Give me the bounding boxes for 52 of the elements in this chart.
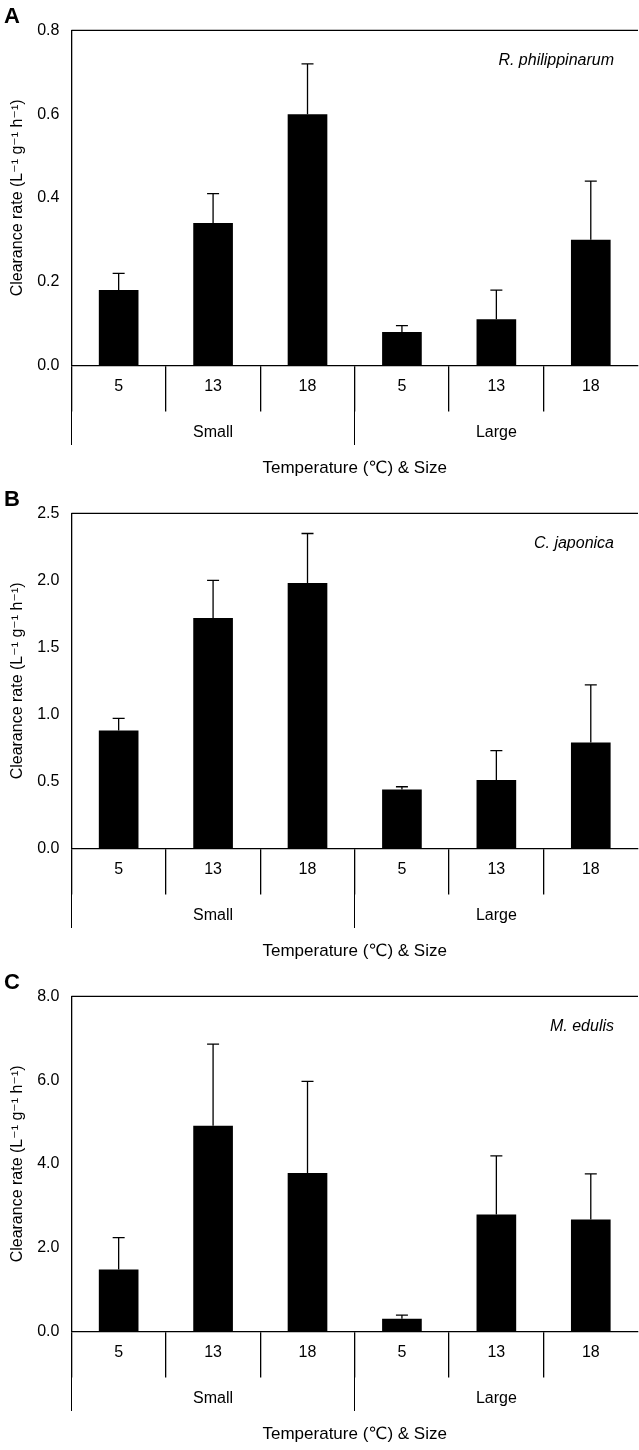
annotation: M. edulis xyxy=(549,1016,614,1034)
y-axis-title: Clearance rate (L⁻¹ g⁻¹ h⁻¹) xyxy=(8,1065,26,1263)
x-tick-label: 18 xyxy=(298,860,317,878)
y-tick-label: 2.0 xyxy=(37,570,60,588)
y-tick-label: 0.0 xyxy=(37,838,60,856)
y-tick-label: 4.0 xyxy=(37,1154,60,1172)
x-tick-label: 18 xyxy=(581,860,600,878)
x-axis-title: Temperature (℃) & Size xyxy=(262,1424,447,1444)
y-tick-label: 0.0 xyxy=(37,355,60,373)
text: Large xyxy=(475,422,517,440)
y-tick-label: 1.0 xyxy=(37,704,60,722)
y-tick-label: 1.5 xyxy=(37,637,60,655)
x-axis-title: Temperature (℃) & Size xyxy=(262,941,447,961)
y-tick-label: 8.0 xyxy=(37,986,60,1004)
x-tick-label: 13 xyxy=(487,377,506,395)
text: Large xyxy=(475,905,517,923)
y-tick-label: 0.4 xyxy=(37,188,60,206)
x-axis-title: Temperature (℃) & Size xyxy=(262,458,447,478)
x-tick-label: 13 xyxy=(487,860,506,878)
y-tick-label: 6.0 xyxy=(37,1070,60,1088)
x-tick-label: 13 xyxy=(204,1343,223,1361)
annotation: R. philippinarum xyxy=(498,50,614,68)
y-tick-label: 2.5 xyxy=(37,503,60,521)
x-tick-label: 5 xyxy=(397,377,407,395)
y-tick-label: 0.6 xyxy=(37,104,60,122)
x-tick-label: 18 xyxy=(581,377,600,395)
x-tick-label: 18 xyxy=(298,1343,317,1361)
x-tick-label: 13 xyxy=(204,377,223,395)
chart-title: C xyxy=(4,969,20,995)
y-tick-label: 0.8 xyxy=(37,20,60,38)
chart-title: B xyxy=(4,486,20,512)
x-tick-label: 5 xyxy=(114,377,124,395)
text: Small xyxy=(193,422,234,440)
y-tick-label: 0.2 xyxy=(37,272,60,290)
x-tick-label: 5 xyxy=(397,860,407,878)
y-tick-label: 0.0 xyxy=(37,1321,60,1339)
x-tick-label: 5 xyxy=(397,1343,407,1361)
x-tick-label: 13 xyxy=(204,860,223,878)
y-axis-title: Clearance rate (L⁻¹ g⁻¹ h⁻¹) xyxy=(8,99,26,297)
x-tick-label: 18 xyxy=(581,1343,600,1361)
text: Small xyxy=(193,1388,234,1406)
annotation: C. japonica xyxy=(533,533,615,551)
text: Small xyxy=(193,905,234,923)
x-tick-label: 5 xyxy=(114,1343,124,1361)
y-tick-label: 2.0 xyxy=(37,1238,60,1256)
x-tick-label: 5 xyxy=(114,860,124,878)
y-tick-label: 0.5 xyxy=(37,771,60,789)
x-tick-label: 18 xyxy=(298,377,317,395)
chart-title: A xyxy=(4,3,20,29)
y-axis-title: Clearance rate (L⁻¹ g⁻¹ h⁻¹) xyxy=(8,582,26,780)
x-tick-label: 13 xyxy=(487,1343,506,1361)
text: Large xyxy=(475,1388,517,1406)
